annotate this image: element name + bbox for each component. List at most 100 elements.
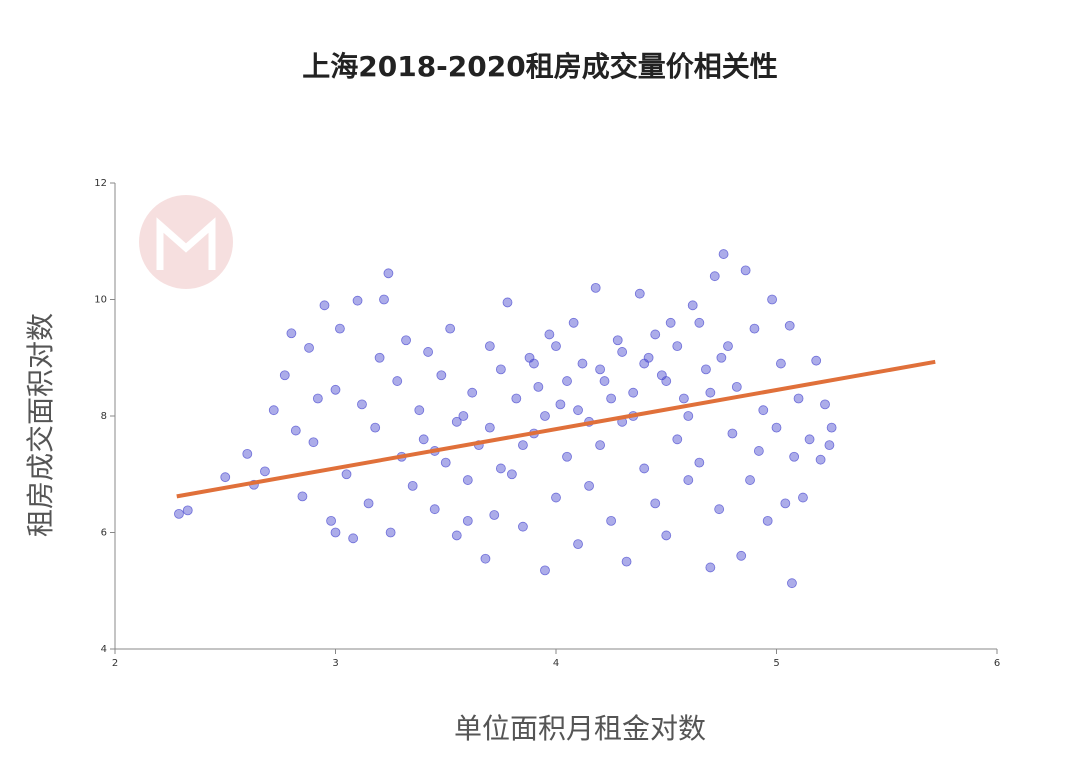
scatter-point bbox=[634, 288, 645, 299]
scatter-point bbox=[363, 498, 374, 509]
scatter-point bbox=[242, 448, 253, 459]
scatter-point bbox=[529, 358, 539, 369]
x-tick-label: 4 bbox=[553, 658, 559, 669]
scatter-point bbox=[383, 268, 394, 279]
scatter-point bbox=[467, 387, 478, 398]
y-axis-label: 租房成交面积对数 bbox=[24, 313, 57, 537]
scatter-point bbox=[718, 249, 729, 259]
scatter-point bbox=[705, 562, 716, 573]
scatter-point bbox=[445, 323, 456, 334]
y-tick-label: 10 bbox=[94, 295, 107, 306]
scatter-point bbox=[683, 475, 694, 485]
scatter-point bbox=[423, 347, 434, 357]
scatter-point bbox=[511, 393, 522, 404]
scatter-point bbox=[573, 405, 583, 416]
scatter-point bbox=[385, 527, 396, 538]
scatter-point bbox=[661, 530, 672, 541]
scatter-point bbox=[683, 411, 694, 421]
scatter-point bbox=[826, 422, 837, 433]
scatter-point bbox=[480, 553, 491, 564]
scatter-point bbox=[407, 480, 418, 491]
scatter-point bbox=[694, 317, 705, 328]
scatter-point bbox=[484, 341, 495, 352]
x-tick-label: 5 bbox=[773, 658, 779, 669]
scatter-point bbox=[462, 515, 473, 526]
x-tick-label: 2 bbox=[112, 658, 118, 669]
scatter-point bbox=[650, 498, 661, 509]
scatter-point bbox=[540, 565, 550, 576]
scatter-point bbox=[617, 347, 628, 357]
x-tick-label: 3 bbox=[332, 658, 338, 669]
scatter-point bbox=[723, 341, 733, 352]
scatter-point bbox=[758, 405, 769, 416]
scatter-point bbox=[621, 556, 632, 567]
scatter-point bbox=[694, 457, 705, 468]
scatter-point bbox=[484, 422, 495, 433]
scatter-point bbox=[767, 294, 777, 305]
scatter-point bbox=[568, 317, 579, 328]
scatter-point bbox=[716, 352, 727, 363]
scatter-point bbox=[374, 352, 385, 363]
scatter-point bbox=[639, 358, 650, 369]
scatter-point bbox=[335, 323, 345, 334]
scatter-point bbox=[330, 527, 341, 538]
scatter-point bbox=[495, 463, 506, 474]
watermark-logo bbox=[139, 195, 233, 289]
scatter-point bbox=[811, 355, 822, 366]
scatter-point bbox=[639, 463, 650, 474]
scatter-point bbox=[731, 381, 742, 392]
scatter-point bbox=[804, 434, 815, 445]
scatter-point bbox=[709, 271, 720, 282]
scatter-point bbox=[701, 364, 711, 375]
scatter-point bbox=[279, 370, 290, 381]
scatter-point bbox=[290, 425, 301, 436]
scatter-point bbox=[348, 533, 359, 544]
y-tick-label: 12 bbox=[94, 178, 107, 189]
scatter-point bbox=[260, 466, 270, 477]
scatter-point bbox=[824, 440, 835, 451]
y-tick-label: 4 bbox=[101, 644, 107, 655]
scatter-point bbox=[551, 492, 561, 503]
scatter-point bbox=[451, 530, 462, 541]
x-tick-label: 6 bbox=[994, 658, 1000, 669]
scatter-point bbox=[220, 472, 231, 483]
scatter-point bbox=[672, 341, 683, 352]
scatter-point bbox=[762, 515, 773, 526]
chart-title: 上海2018-2020租房成交量价相关性 bbox=[302, 50, 777, 83]
scatter-point bbox=[590, 282, 601, 293]
scatter-point bbox=[612, 335, 623, 346]
scatter-point bbox=[793, 393, 804, 404]
scatter-point bbox=[776, 358, 786, 369]
scatter-point bbox=[506, 469, 517, 480]
scatter-point bbox=[540, 411, 550, 421]
scatter-point bbox=[595, 364, 605, 375]
scatter-point bbox=[379, 294, 389, 305]
scatter-point bbox=[462, 475, 473, 485]
scatter-point bbox=[749, 323, 760, 334]
scatter-point bbox=[784, 320, 795, 331]
scatter-point bbox=[544, 329, 555, 340]
scatter-point bbox=[727, 428, 738, 439]
scatter-point bbox=[573, 539, 583, 550]
scatter-point bbox=[606, 393, 617, 404]
scatter-point bbox=[370, 422, 381, 433]
scatter-point bbox=[268, 405, 279, 416]
scatter-point bbox=[606, 515, 617, 526]
scatter-point bbox=[562, 376, 572, 386]
scatter-point bbox=[326, 515, 336, 526]
scatter-point bbox=[174, 508, 184, 519]
scatter-point bbox=[418, 434, 429, 445]
scatter-point bbox=[341, 469, 352, 480]
scatter-point bbox=[736, 550, 747, 561]
scatter-point bbox=[312, 393, 323, 404]
scatter-point bbox=[798, 492, 808, 503]
scatter-point bbox=[562, 451, 572, 462]
scatter-point bbox=[440, 457, 451, 468]
scatter-point bbox=[745, 475, 755, 485]
scatter-point bbox=[429, 504, 440, 515]
scatter-point bbox=[489, 510, 500, 520]
scatter-point bbox=[705, 387, 716, 398]
scatter-point bbox=[714, 504, 725, 515]
